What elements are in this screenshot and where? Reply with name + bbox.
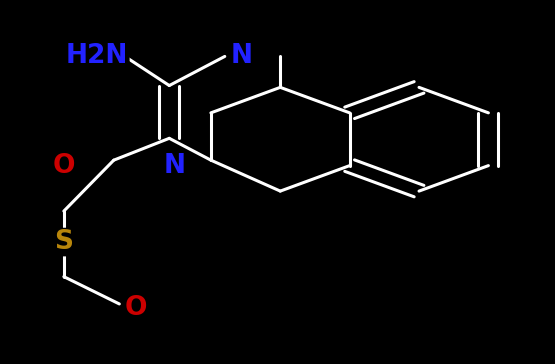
Text: N: N: [164, 153, 186, 179]
Text: O: O: [53, 153, 75, 179]
Text: O: O: [125, 294, 147, 321]
Text: N: N: [230, 43, 253, 70]
Text: H2N: H2N: [66, 43, 128, 70]
Text: S: S: [54, 229, 73, 255]
